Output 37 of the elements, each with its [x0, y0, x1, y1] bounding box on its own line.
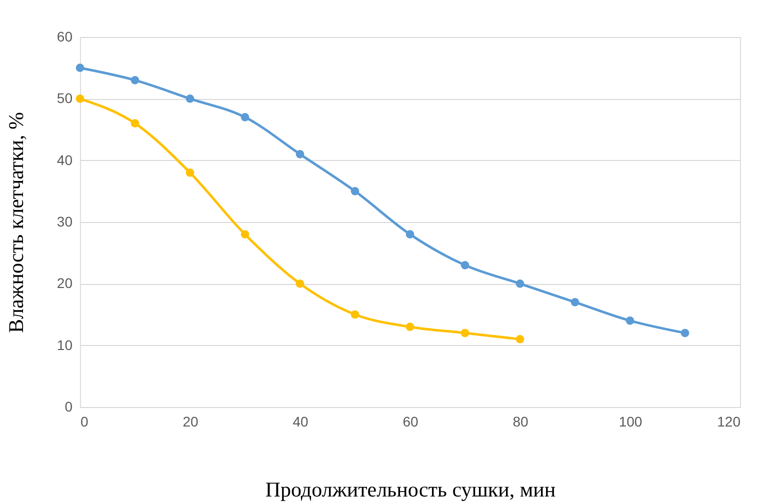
point: [406, 322, 414, 332]
point: [350, 186, 360, 196]
point: [516, 334, 524, 344]
point: [76, 64, 84, 72]
point: [570, 298, 580, 306]
point: [186, 168, 194, 177]
y-tick-label: 60: [56, 28, 73, 44]
point: [350, 310, 360, 319]
point: [240, 230, 250, 239]
y-axis-title: Влажность клетчатки, %: [4, 112, 28, 334]
x-tick-label: 100: [618, 414, 642, 430]
y-tick-label: 50: [56, 90, 73, 106]
x-tick-label: 40: [292, 414, 308, 430]
x-axis-title: Продолжительность сушки, мин: [265, 478, 556, 502]
x-tick-label: 0: [80, 414, 88, 430]
point: [76, 94, 84, 103]
point: [626, 316, 634, 325]
point: [296, 150, 304, 158]
y-tick-label: 10: [56, 336, 73, 353]
x-tick-label: 120: [717, 414, 741, 430]
y-tick-label: 0: [64, 398, 73, 414]
y-tick-label: 30: [56, 214, 73, 230]
point: [130, 76, 140, 84]
y-tick-label: 20: [56, 275, 73, 292]
point: [406, 230, 414, 239]
point: [680, 328, 690, 338]
point: [240, 112, 250, 122]
x-tick-label: 20: [182, 414, 198, 430]
point: [460, 260, 470, 270]
y-tick-label: 40: [56, 152, 73, 168]
point: [460, 328, 470, 338]
point: [296, 279, 304, 288]
x-tick-label: 60: [402, 414, 418, 430]
x-tick-label: 80: [512, 414, 528, 430]
point: [130, 119, 140, 128]
point: [516, 279, 524, 288]
point: [186, 94, 194, 103]
